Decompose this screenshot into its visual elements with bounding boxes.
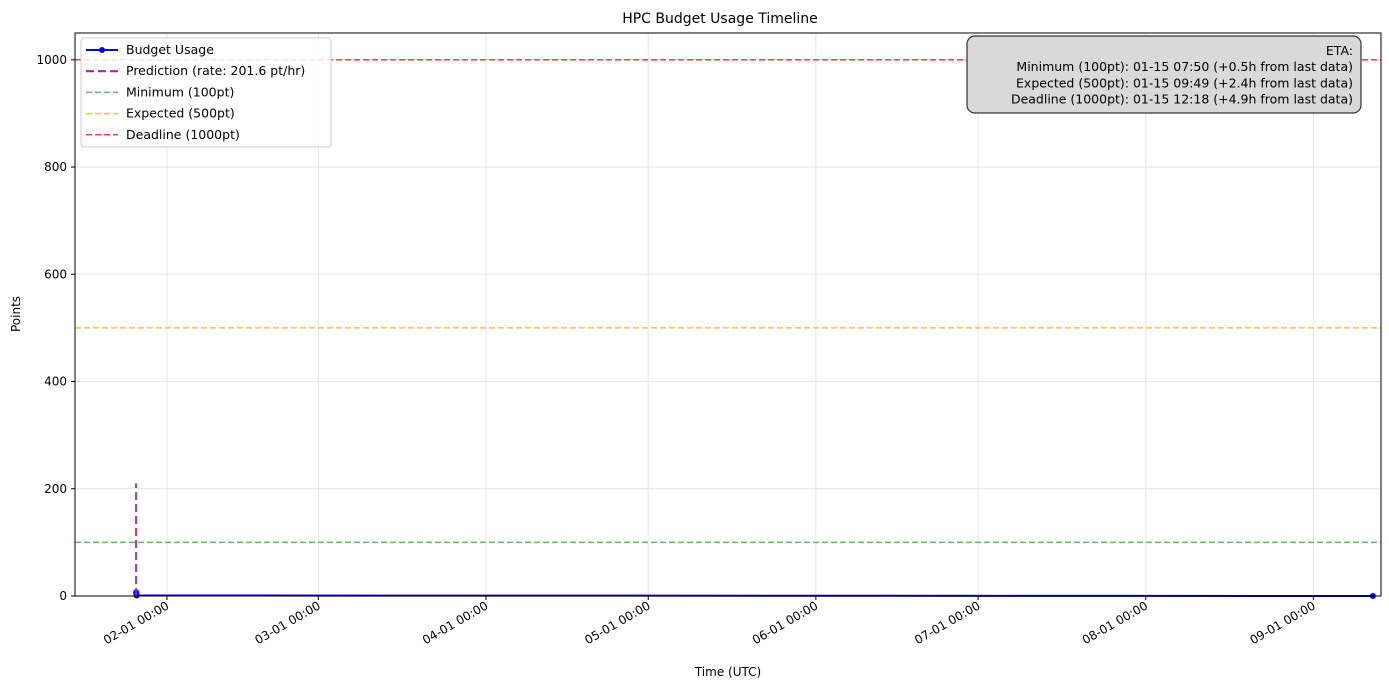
y-tick-label: 0 — [59, 589, 67, 603]
y-tick-label: 200 — [44, 482, 67, 496]
eta-line: Deadline (1000pt): 01-15 12:18 (+4.9h fr… — [1011, 92, 1353, 107]
legend-marker — [99, 47, 105, 53]
plot-frame — [74, 32, 1382, 597]
y-tick-label: 1000 — [36, 53, 67, 67]
eta-line: Expected (500pt): 01-15 09:49 (+2.4h fro… — [1016, 75, 1353, 90]
eta-line: Minimum (100pt): 01-15 07:50 (+0.5h from… — [1016, 59, 1353, 74]
y-tick-label: 400 — [44, 375, 67, 389]
legend-label: Prediction (rate: 201.6 pt/hr) — [126, 63, 305, 78]
legend-label: Deadline (1000pt) — [126, 127, 240, 142]
eta-annotation: ETA:Minimum (100pt): 01-15 07:50 (+0.5h … — [966, 35, 1362, 114]
y-axis: 0 200 400 600 800 1000 — [36, 53, 75, 603]
legend-label: Minimum (100pt) — [126, 84, 234, 99]
y-tick-label: 800 — [44, 160, 67, 174]
eta-box — [966, 35, 1362, 114]
legend-frame — [80, 37, 332, 148]
y-tick-label: 600 — [44, 267, 67, 281]
y-axis-label: Points — [9, 296, 23, 332]
legend-label: Expected (500pt) — [126, 106, 235, 121]
chart-title: HPC Budget Usage Timeline — [622, 11, 818, 27]
x-axis-label: Time (UTC) — [694, 665, 761, 679]
eta-lines: ETA:Minimum (100pt): 01-15 07:50 (+0.5h … — [1011, 43, 1353, 107]
eta-line: ETA: — [1326, 43, 1353, 58]
legend: Budget Usage Prediction (rate: 201.6 pt/h… — [80, 37, 332, 148]
legend-items: Budget Usage Prediction (rate: 201.6 pt/h… — [86, 42, 305, 142]
legend-label: Budget Usage — [126, 42, 214, 57]
